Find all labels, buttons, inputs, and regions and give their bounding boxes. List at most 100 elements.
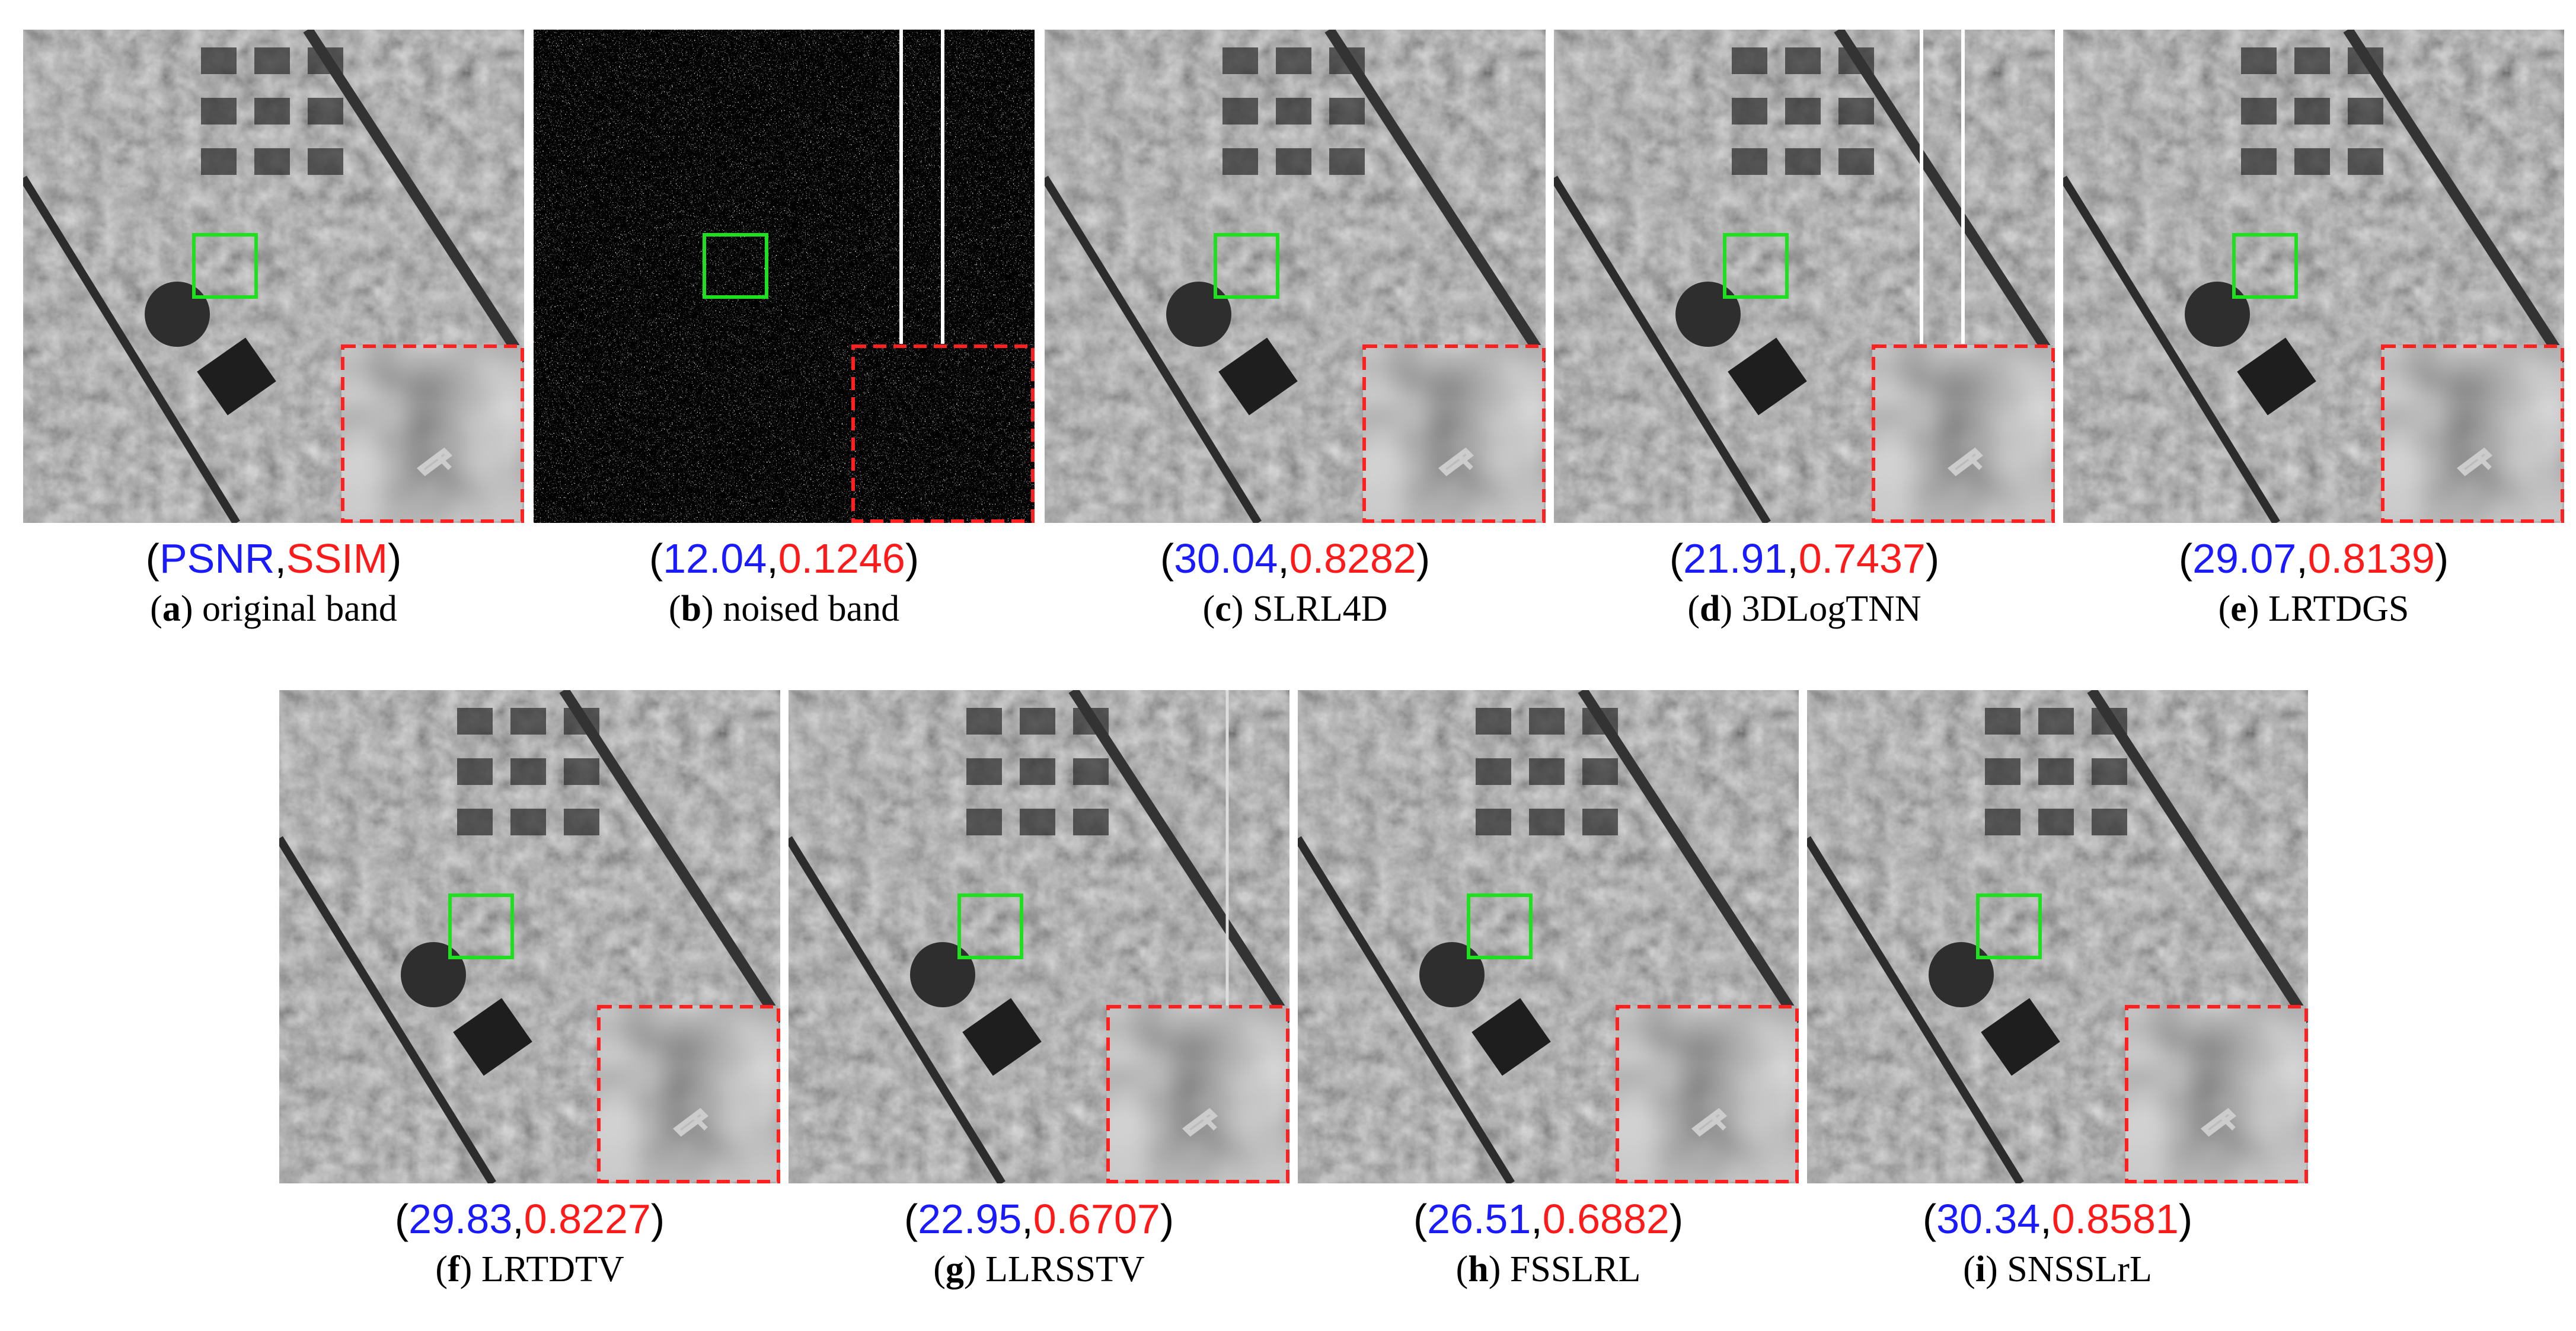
inset-plane [1438, 447, 1474, 477]
round-building [1419, 942, 1485, 1007]
dark-building [453, 998, 532, 1076]
building [1785, 47, 1821, 74]
building [1582, 809, 1618, 835]
road [559, 690, 780, 1025]
punctuation: ( [1413, 1196, 1428, 1242]
metrics: (29.83,0.8227) [279, 1195, 780, 1243]
punctuation: ) [905, 535, 920, 582]
building [1732, 47, 1767, 74]
psnr-value: 29.83 [408, 1196, 513, 1242]
band-image [789, 690, 1289, 1183]
inset-border [1872, 344, 2055, 523]
band-image [1045, 30, 1546, 523]
inset-border [2125, 1005, 2308, 1183]
punctuation: , [1787, 535, 1799, 582]
panel-label: h [1468, 1249, 1489, 1289]
inset-texture [2382, 345, 2562, 521]
inset-plane [416, 447, 453, 477]
building [1582, 758, 1618, 785]
punctuation: ) [1986, 1249, 1998, 1289]
inset-border [2381, 344, 2564, 523]
zoom-box [1214, 233, 1279, 299]
building [2092, 809, 2127, 835]
building [564, 758, 599, 785]
inset-plane [1182, 1107, 1218, 1137]
punctuation: ( [2218, 589, 2231, 629]
punctuation: ) [701, 589, 714, 629]
road [1298, 836, 1515, 1183]
building [2348, 98, 2383, 125]
punctuation: ( [145, 535, 159, 582]
building [201, 148, 237, 175]
building [1222, 148, 1258, 175]
inset-texture [341, 345, 522, 521]
punctuation: ) [963, 1249, 976, 1289]
ssim-value: 0.8139 [2307, 535, 2435, 582]
road [789, 836, 1005, 1183]
panel-label: g [945, 1249, 964, 1289]
ssim-value: 0.6882 [1542, 1196, 1670, 1242]
punctuation: , [274, 535, 286, 582]
building [966, 708, 1002, 735]
band-image [1298, 690, 1799, 1183]
punctuation: ) [2246, 589, 2259, 629]
building [2038, 708, 2074, 735]
round-building [401, 942, 466, 1007]
inset-plane [1691, 1107, 1728, 1137]
psnr-value: 12.04 [663, 535, 767, 582]
legend-psnr: PSNR [159, 535, 275, 582]
building [201, 98, 237, 125]
panel-label: a [162, 589, 181, 629]
punctuation: , [767, 535, 778, 582]
building [2294, 98, 2330, 125]
building [2092, 758, 2127, 785]
caption: (c) SLRL4D [1045, 588, 1546, 630]
road [1068, 690, 1289, 1025]
road [1045, 175, 1262, 523]
building [510, 708, 546, 735]
building [1020, 758, 1055, 785]
ssim-value: 0.7437 [1798, 535, 1926, 582]
building [1222, 47, 1258, 74]
building [1222, 98, 1258, 125]
method-name: FSSLRL [1509, 1249, 1641, 1289]
round-building [2185, 282, 2250, 347]
band-image [1807, 690, 2308, 1183]
road [2087, 690, 2308, 1025]
building [1476, 708, 1511, 735]
punctuation: , [1022, 1196, 1033, 1242]
inset-texture [2125, 1006, 2306, 1182]
building [1073, 809, 1109, 835]
building [2294, 148, 2330, 175]
metrics: (30.04,0.8282) [1045, 535, 1546, 582]
legend-ssim: SSIM [286, 535, 388, 582]
inset-border [1106, 1005, 1289, 1183]
punctuation: ) [1925, 535, 1940, 582]
punctuation: ) [2178, 1196, 2193, 1242]
punctuation: ( [1922, 1196, 1937, 1242]
building [2348, 148, 2383, 175]
metrics: (26.51,0.6882) [1298, 1195, 1799, 1243]
punctuation: ( [150, 589, 162, 629]
caption: (b) noised band [534, 588, 1035, 630]
method-name: LRTDTV [481, 1249, 624, 1289]
road [1834, 30, 2055, 365]
inset-texture [1363, 345, 1544, 521]
building [201, 47, 237, 74]
caption: (g) LLRSSTV [789, 1249, 1289, 1290]
punctuation: ( [1455, 1249, 1469, 1289]
metrics: (22.95,0.6707) [789, 1195, 1289, 1243]
building [308, 98, 343, 125]
dark-building [197, 337, 276, 416]
building [966, 809, 1002, 835]
band-image [1554, 30, 2055, 523]
psnr-value: 21.91 [1683, 535, 1787, 582]
building [510, 809, 546, 835]
punctuation: ( [1202, 589, 1215, 629]
building [2241, 47, 2277, 74]
inset-plane [672, 1107, 709, 1137]
punctuation: ( [933, 1249, 946, 1289]
round-building [1166, 282, 1231, 347]
metrics: (PSNR,SSIM) [23, 535, 524, 582]
